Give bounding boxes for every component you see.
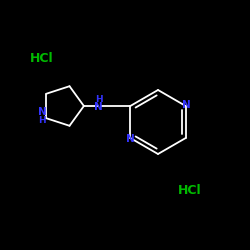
Text: N: N — [38, 107, 47, 117]
Text: N: N — [126, 134, 135, 144]
Text: N: N — [182, 100, 191, 110]
Text: HCl: HCl — [30, 52, 54, 64]
Text: H: H — [95, 94, 102, 104]
Text: H: H — [38, 116, 46, 125]
Text: N: N — [94, 102, 103, 112]
Text: HCl: HCl — [178, 184, 202, 196]
